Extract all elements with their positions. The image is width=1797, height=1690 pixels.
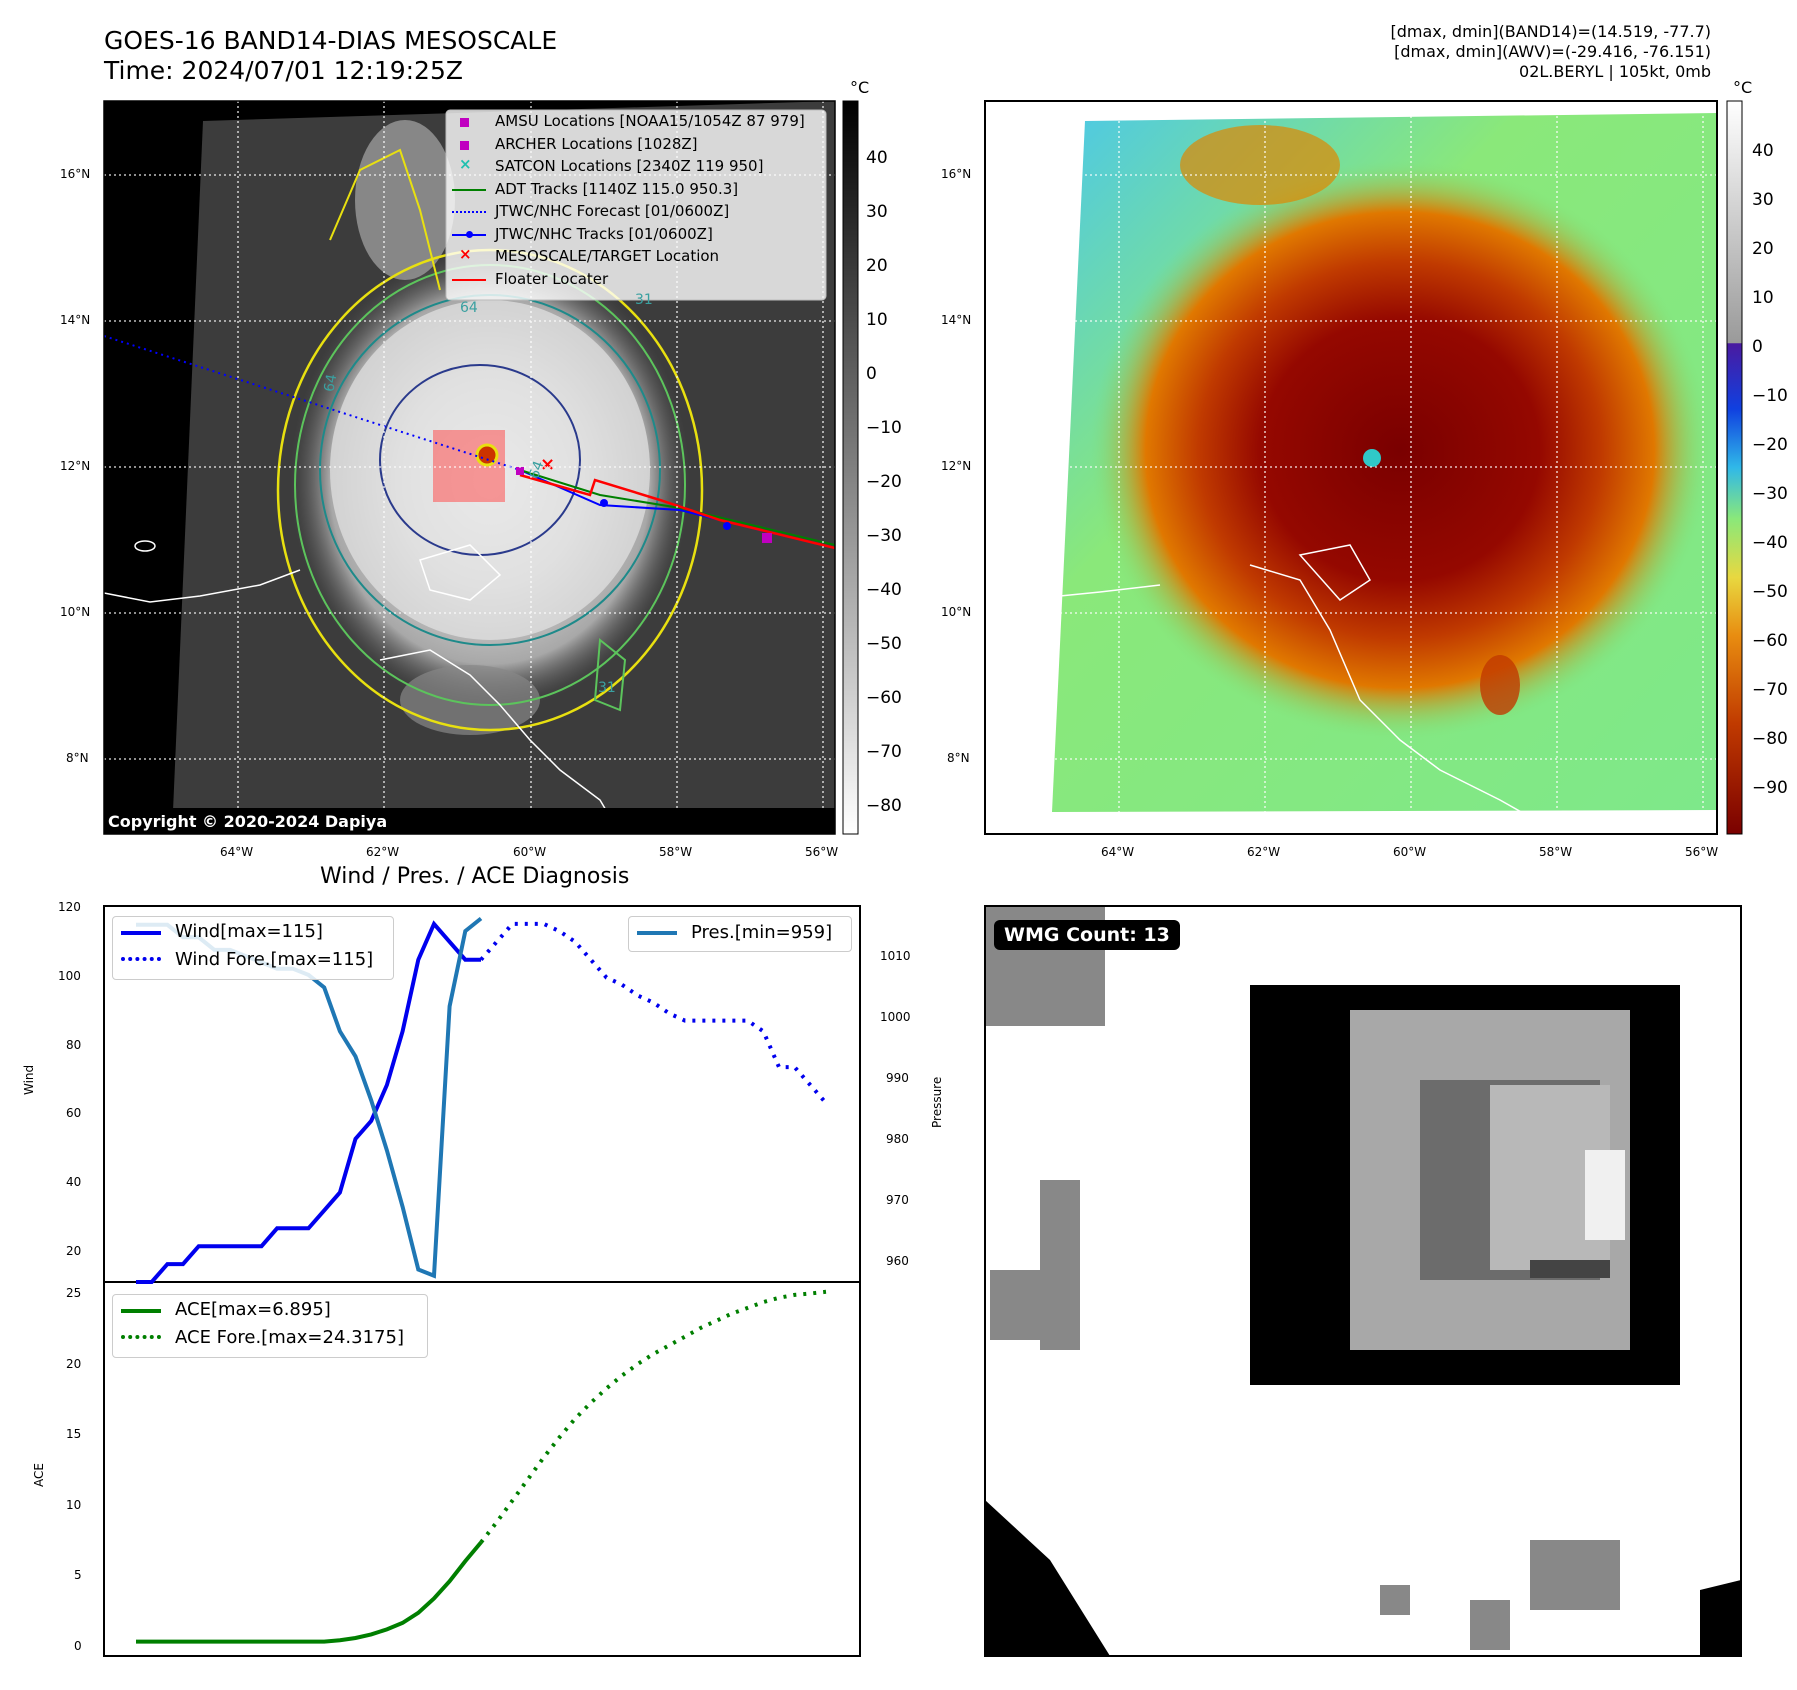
awv-colorbar-unit: °C: [1733, 78, 1753, 97]
pres-tick: 990: [886, 1071, 909, 1085]
forecast-track: [104, 335, 521, 471]
diagnosis-title: Wind / Pres. / ACE Diagnosis: [320, 864, 630, 889]
lat-label: 16°N: [941, 167, 972, 181]
ace-tick: 0: [74, 1639, 82, 1653]
lon-label: 56°W: [1685, 845, 1719, 859]
ir-colorbar-unit: °C: [850, 78, 870, 97]
lon-label: 64°W: [1101, 845, 1135, 859]
lon-label: 56°W: [805, 845, 839, 859]
ace-tick: 10: [66, 1498, 82, 1512]
lon-label: 62°W: [366, 845, 400, 859]
pres-tick: 970: [886, 1193, 909, 1207]
dotted-line-icon: [121, 1335, 161, 1339]
legend-item-jtwc: JTWC/NHC Tracks [01/0600Z]: [450, 225, 826, 248]
wind-legend: Wind[max=115] Wind Fore.[max=115]: [112, 916, 394, 980]
info-band14: [dmax, dmin](BAND14)=(14.519, -77.7): [1390, 22, 1712, 41]
chart-title: GOES-16 BAND14-DIAS MESOSCALE: [104, 26, 558, 55]
legend-item-target: × MESOSCALE/TARGET Location: [459, 245, 720, 265]
info-storm: 02L.BERYL | 105kt, 0mb: [1519, 62, 1711, 81]
contour-label: 31: [635, 292, 653, 308]
lon-label: 60°W: [513, 845, 547, 859]
line-marker-icon: [452, 278, 486, 281]
ace-tick: 5: [74, 1568, 82, 1582]
ace-series-line: [136, 1541, 483, 1644]
ace-tick: 20: [66, 1357, 82, 1371]
solid-line-icon: [637, 931, 677, 935]
wind-series-line: [136, 920, 481, 1284]
lat-label: 8°N: [947, 751, 970, 765]
lon-label: 62°W: [1247, 845, 1281, 859]
floater-box: [433, 430, 505, 502]
lat-label: 12°N: [941, 459, 972, 473]
wind-tick: 100: [58, 969, 81, 983]
svg-text:×: ×: [540, 454, 555, 475]
lat-label: 14°N: [941, 313, 972, 327]
wind-tick: 80: [66, 1038, 82, 1052]
lat-label: 8°N: [66, 751, 89, 765]
color-panel: [984, 100, 1743, 835]
ace-legend: ACE[max=6.895] ACE Fore.[max=24.3175]: [112, 1294, 428, 1358]
ir-legend: [445, 109, 827, 301]
info-awv: [dmax, dmin](AWV)=(-29.416, -76.151): [1394, 42, 1711, 61]
lon-label: 60°W: [1393, 845, 1427, 859]
adt-track: [519, 469, 835, 546]
ir-colorbar: [842, 100, 859, 835]
ace-tick: 15: [66, 1427, 82, 1441]
floater-track: [519, 473, 835, 550]
wind-tick: 60: [66, 1106, 82, 1120]
solid-line-icon: [121, 1309, 161, 1313]
lon-label: 58°W: [1539, 845, 1573, 859]
dotted-line-icon: [452, 211, 486, 213]
lat-label: 16°N: [60, 167, 91, 181]
ir-panel: ×: [103, 100, 859, 835]
wind-tick: 40: [66, 1175, 82, 1189]
lat-label: 10°N: [941, 605, 972, 619]
lat-label: 14°N: [60, 313, 91, 327]
legend-item-floater: Floater Locater: [450, 270, 826, 293]
wind-tick: 20: [66, 1244, 82, 1258]
legend-item-archer: ARCHER Locations [1028Z]: [450, 135, 826, 158]
pres-tick: 980: [886, 1132, 909, 1146]
pres-tick: 960: [886, 1254, 909, 1268]
copyright: Copyright © 2020-2024 Dapiya: [108, 812, 388, 831]
legend-item-satcon: × SATCON Locations [2340Z 119 950]: [459, 155, 764, 175]
contour-label: 31: [598, 680, 616, 696]
awv-colorbar: [1726, 100, 1743, 835]
x-marker-icon: ×: [459, 155, 472, 173]
ir-legend-entries: AMSU Locations [NOAA15/1054Z 87 979] ARC…: [450, 112, 826, 292]
square-marker-icon: [460, 140, 469, 150]
x-marker-icon: ×: [459, 245, 472, 263]
wind-tick: 120: [58, 900, 81, 914]
legend-item-forecast: JTWC/NHC Forecast [01/0600Z]: [450, 202, 826, 225]
contour-label: 64: [460, 300, 478, 316]
dot-marker-icon: [466, 230, 473, 238]
line-marker-icon: [452, 188, 486, 191]
solid-line-icon: [121, 931, 161, 935]
lon-label: 58°W: [659, 845, 693, 859]
chart-time: Time: 2024/07/01 12:19:25Z: [104, 56, 463, 85]
lat-label: 10°N: [60, 605, 91, 619]
legend-item-amsu: AMSU Locations [NOAA15/1054Z 87 979]: [450, 112, 826, 135]
legend-item-adt: ADT Tracks [1140Z 115.0 950.3]: [450, 180, 826, 203]
pres-tick: 1010: [880, 949, 911, 963]
pres-tick: 1000: [880, 1010, 911, 1024]
wmg-count-badge: WMG Count: 13: [994, 920, 1180, 950]
lat-label: 12°N: [60, 459, 91, 473]
square-marker-icon: [460, 118, 469, 127]
pres-legend: Pres.[min=959]: [628, 916, 852, 952]
dotted-line-icon: [121, 957, 161, 961]
lon-label: 64°W: [220, 845, 254, 859]
ace-tick: 25: [66, 1286, 82, 1300]
